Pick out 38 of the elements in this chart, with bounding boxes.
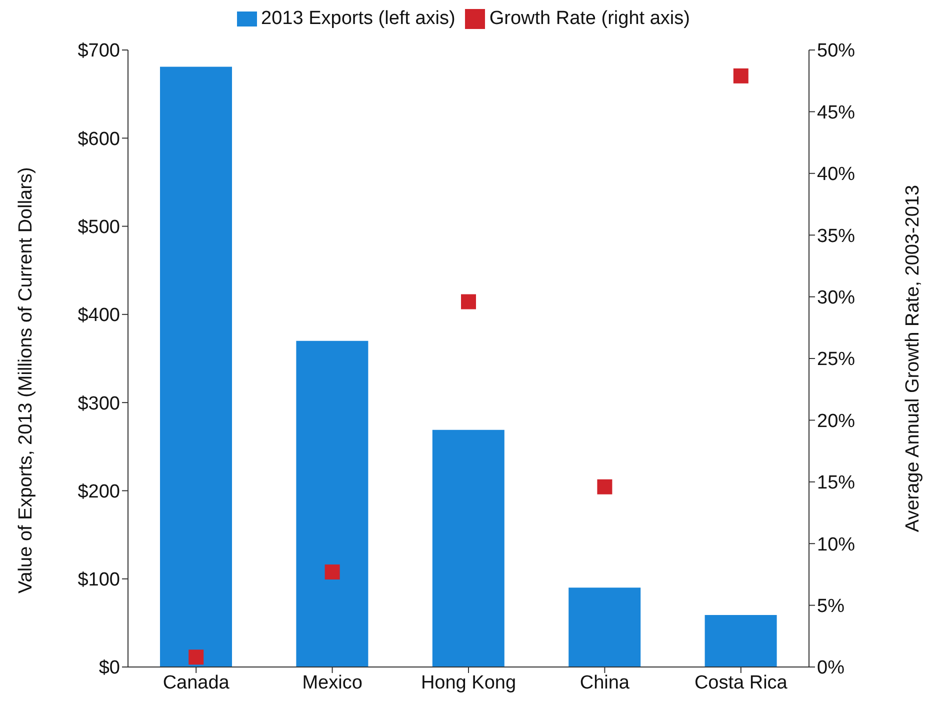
legend-label: Growth Rate (right axis) [489,8,690,29]
y-tick-label: $600 [78,128,120,150]
x-tick-label: Mexico [302,672,362,694]
y-tick-label: $500 [78,217,120,238]
x-tick-label: Hong Kong [420,672,516,694]
x-tick-label: Canada [162,672,230,694]
y2-tick-label: 0% [817,658,845,679]
bar [568,588,641,667]
point [733,68,748,84]
y2-tick-label: 10% [817,534,856,556]
point [461,294,476,310]
y2-axis-title: Average Annual Growth Rate, 2003-2013 [902,184,924,532]
bar [160,66,232,667]
y-tick-label: $100 [78,570,120,591]
x-tick-label: China [580,672,630,694]
y-tick-label: $200 [78,481,120,502]
y2-tick-label: 25% [817,349,856,370]
y-tick-label: $0 [98,658,120,679]
y-tick-label: $700 [78,40,120,62]
x-tick-label: Costa Rica [694,672,788,694]
y2-tick-label: 15% [817,472,856,494]
bar [704,614,777,667]
bar [432,430,504,667]
y2-tick-label: 50% [817,40,856,62]
y2-tick-label: 35% [817,226,856,247]
point [188,650,204,665]
point [597,479,612,494]
y-tick-label: $400 [78,305,120,326]
y2-tick-label: 45% [817,102,856,124]
bar [296,340,368,667]
y-tick-label: $300 [78,393,120,414]
legend-label: 2013 Exports (left axis) [261,8,456,29]
y-axis-title: Value of Exports, 2013 (Millions of Current Dollars) [16,167,37,594]
point [324,564,340,580]
y2-tick-label: 5% [817,596,845,618]
y2-tick-label: 30% [817,288,856,309]
y2-tick-label: 20% [817,410,856,432]
y2-tick-label: 40% [817,164,856,186]
